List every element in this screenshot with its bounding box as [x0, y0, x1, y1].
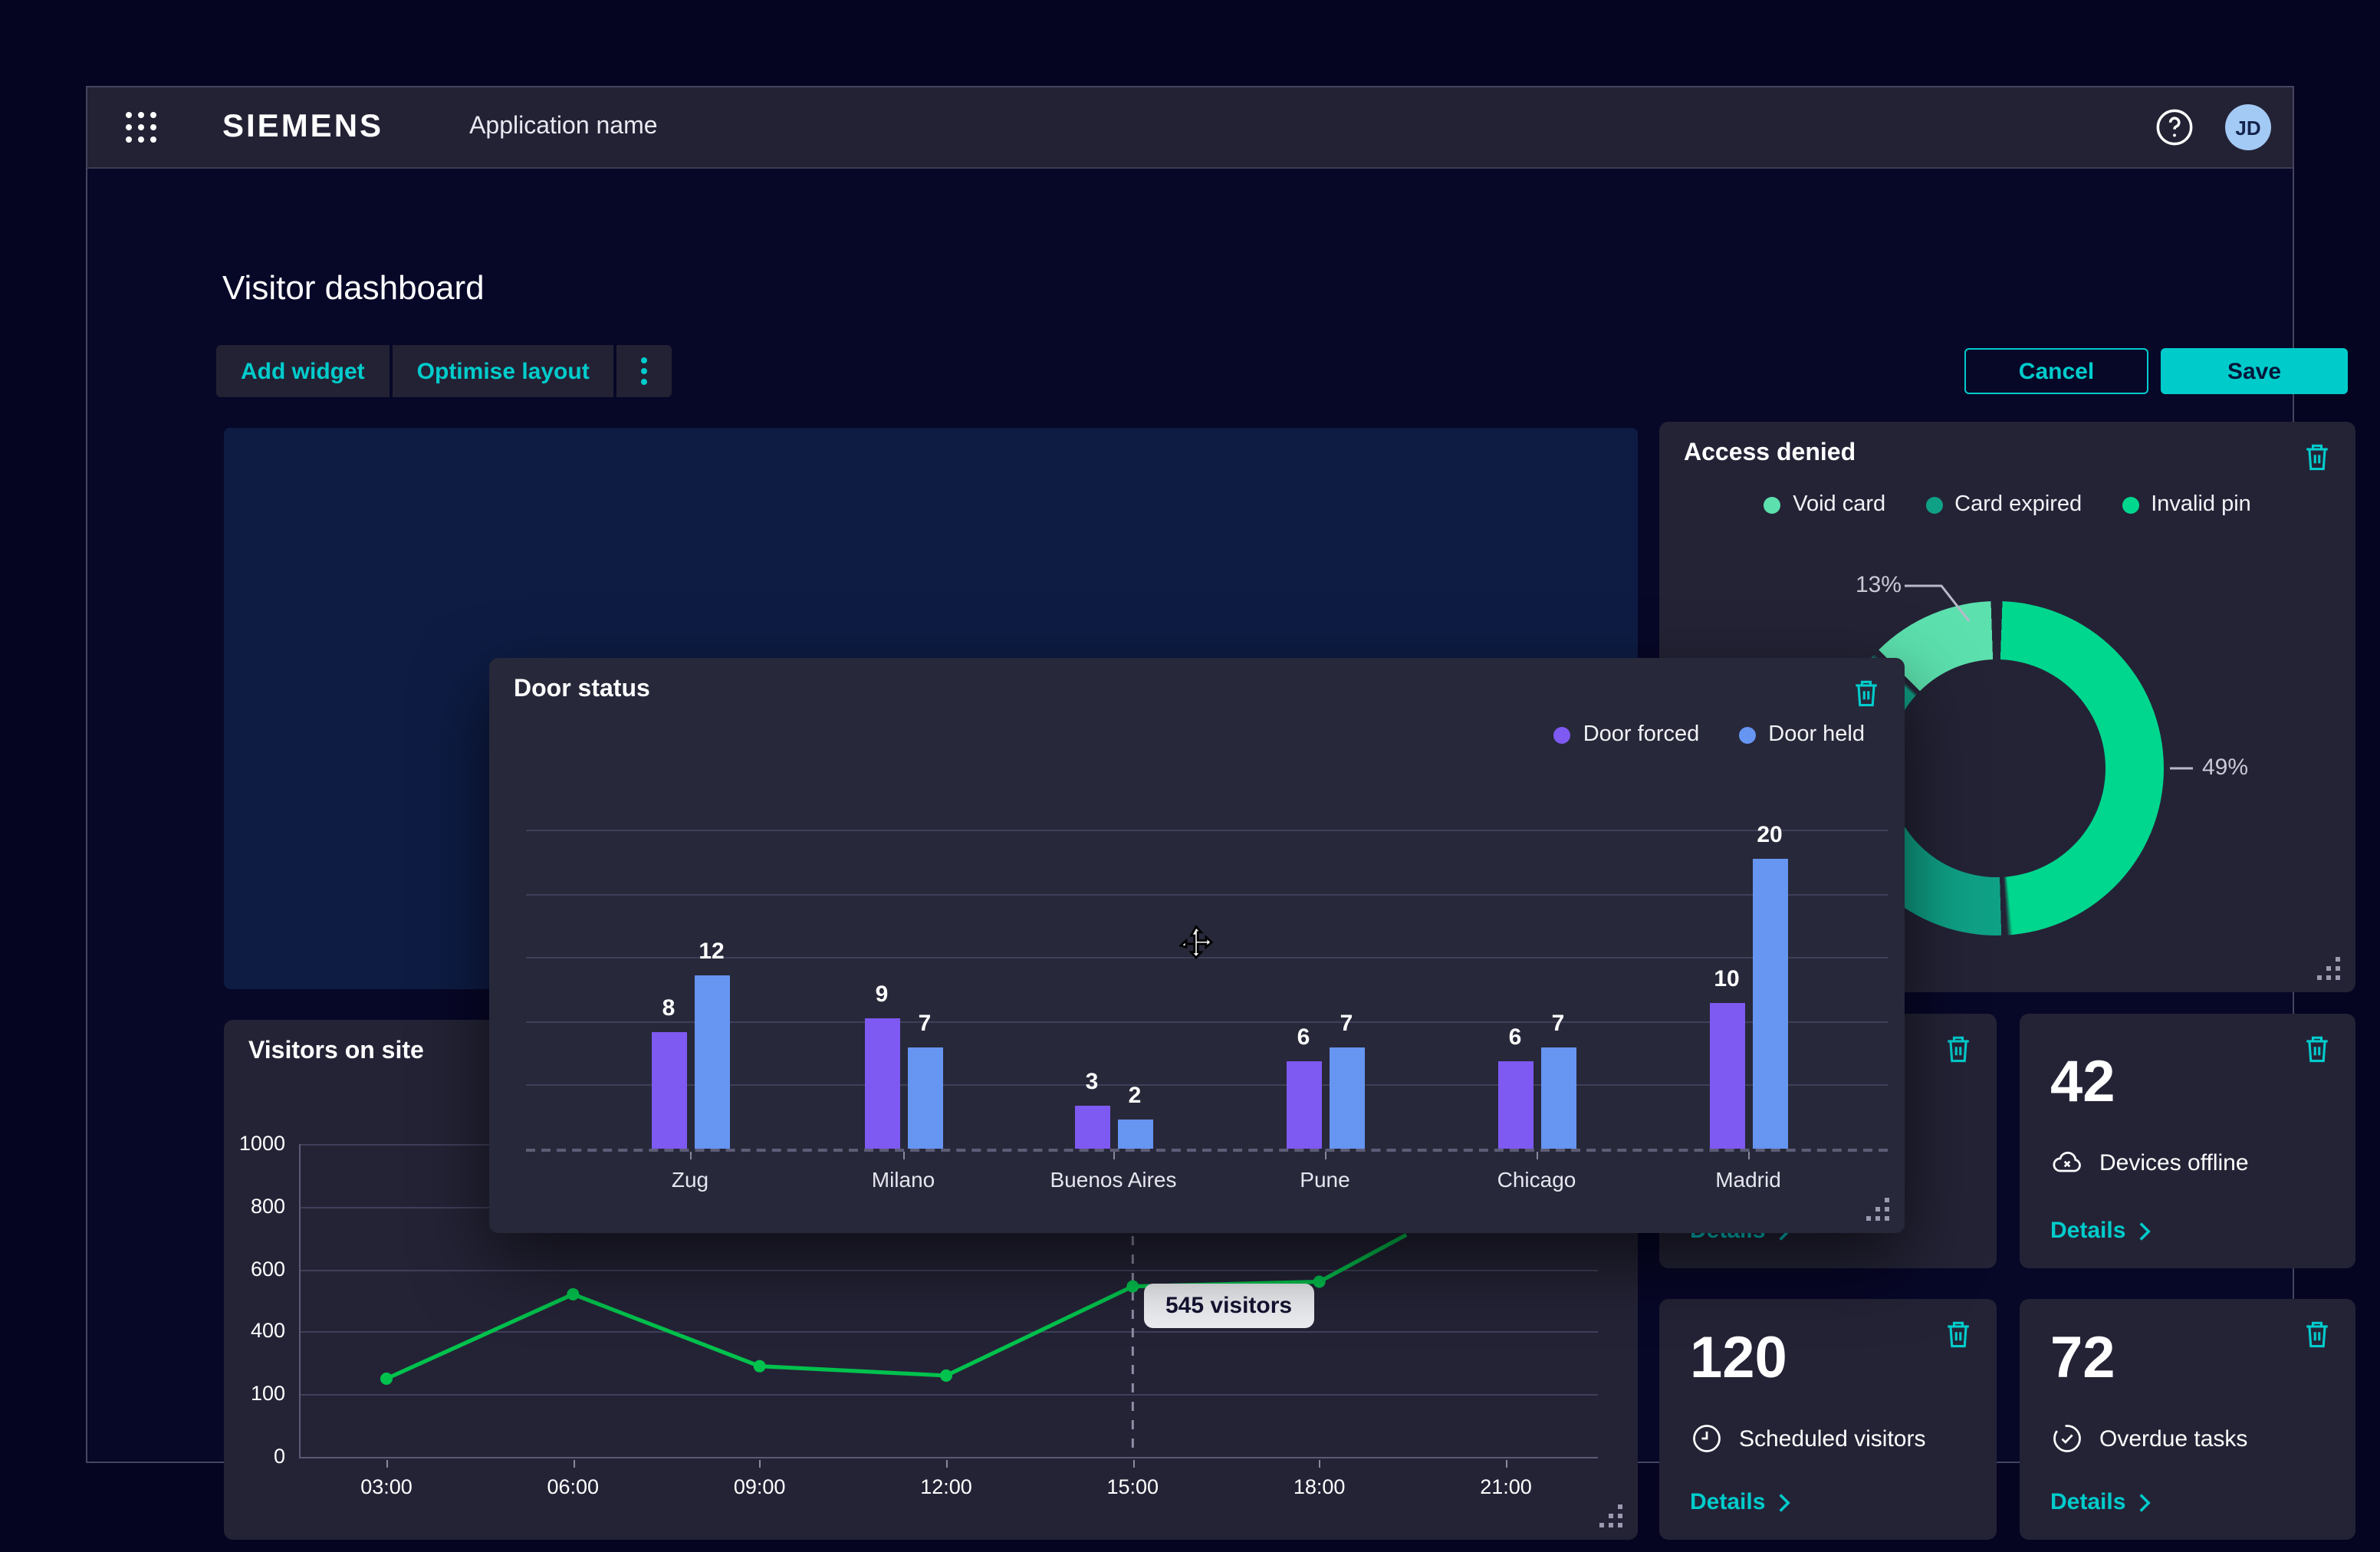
bar-category-label: Milano	[871, 1167, 935, 1192]
check-circle-icon	[2053, 1425, 2081, 1452]
bar	[1117, 1120, 1152, 1149]
legend-dot	[1764, 496, 1781, 513]
kpi-card-overdue-tasks[interactable]: 72 Overdue tasks Details	[2020, 1299, 2355, 1540]
kebab-menu-icon[interactable]	[617, 345, 672, 397]
bar	[694, 975, 729, 1149]
y-axis-label: 0	[273, 1445, 285, 1468]
resize-handle[interactable]	[1866, 1198, 1889, 1221]
donut-callout-invalid-pin: 49%	[2202, 755, 2249, 781]
clock-icon	[1693, 1425, 1721, 1452]
y-axis-label: 100	[250, 1382, 285, 1406]
y-axis-label: 800	[250, 1194, 285, 1218]
trash-icon[interactable]	[2300, 440, 2334, 474]
x-axis-label: 12:00	[920, 1475, 972, 1498]
resize-handle[interactable]	[2317, 957, 2340, 980]
siemens-logo: SIEMENS	[222, 109, 384, 144]
details-link[interactable]: Details	[2050, 1218, 2152, 1244]
chevron-right-icon	[2139, 1493, 2152, 1511]
y-axis-label: 600	[250, 1257, 285, 1281]
widget-title: Visitors on site	[248, 1038, 424, 1064]
app-window: SIEMENS Application name JD Visitor dash…	[86, 86, 2355, 1540]
bar-category-label: Madrid	[1715, 1167, 1781, 1192]
legend-item: Door held	[1739, 722, 1865, 747]
x-axis-label: 21:00	[1480, 1475, 1532, 1498]
bar	[907, 1047, 942, 1149]
legend-dot	[2122, 496, 2139, 513]
trash-icon[interactable]	[2300, 1317, 2334, 1351]
bar-category-label: Pune	[1300, 1167, 1350, 1192]
trash-icon[interactable]	[1941, 1317, 1975, 1351]
kpi-label: Devices offline	[2099, 1149, 2249, 1176]
bar	[1329, 1047, 1364, 1149]
trash-icon[interactable]	[1941, 1032, 1975, 1066]
app-launcher-icon[interactable]	[121, 107, 161, 147]
bar	[1074, 1105, 1109, 1149]
resize-handle[interactable]	[1599, 1504, 1622, 1527]
bar-category-label: Zug	[671, 1167, 709, 1192]
legend-dot	[1925, 496, 1943, 513]
details-link[interactable]: Details	[2050, 1489, 2152, 1515]
widget-title: Access denied	[1684, 440, 1856, 466]
legend-item: Card expired	[1925, 492, 2082, 517]
legend-item: Invalid pin	[2122, 492, 2251, 517]
kpi-value: 72	[2050, 1327, 2115, 1391]
page-title: Visitor dashboard	[222, 268, 485, 307]
kpi-label: Overdue tasks	[2099, 1425, 2248, 1452]
bar	[1752, 858, 1787, 1149]
y-axis-label: 1000	[238, 1132, 285, 1155]
door-status-widget[interactable]: Door status Door forced Door held 8 12 Zug 9…	[489, 658, 1905, 1233]
chart-tooltip: 545 visitors	[1144, 1284, 1314, 1328]
donut-legend: Void card Card expired Invalid pin	[1659, 492, 2355, 517]
optimise-layout-button[interactable]: Optimise layout	[393, 345, 617, 397]
add-widget-button[interactable]: Add widget	[216, 345, 393, 397]
application-name: Application name	[469, 113, 658, 140]
kpi-value: 120	[1690, 1327, 1787, 1391]
donut-callout-void-card: 13%	[1855, 572, 1902, 598]
cloud-offline-icon	[2053, 1151, 2081, 1172]
chevron-right-icon	[1779, 1493, 1791, 1511]
move-cursor-icon	[1176, 925, 1216, 965]
app-header: SIEMENS Application name JD	[87, 87, 2293, 169]
edit-toolbar: Add widget Optimise layout	[216, 345, 672, 397]
chevron-right-icon	[2139, 1222, 2152, 1240]
help-icon[interactable]	[2155, 107, 2194, 147]
avatar[interactable]: JD	[2225, 104, 2271, 150]
save-button[interactable]: Save	[2161, 348, 2348, 394]
bar-category-label: Buenos Aires	[1050, 1167, 1177, 1192]
x-axis-label: 18:00	[1293, 1475, 1346, 1498]
x-axis-label: 03:00	[360, 1475, 413, 1498]
legend-dot	[1739, 726, 1757, 743]
cancel-button[interactable]: Cancel	[1964, 348, 2148, 394]
door-status-bar-chart: 8 12 Zug 9 7 Milano 3 2 Buenos Aires 6 7 Pune 6 7 Chic…	[489, 658, 1905, 1233]
kpi-value: 42	[2050, 1051, 2115, 1115]
x-axis-label: 06:00	[547, 1475, 600, 1498]
details-link[interactable]: Details	[1690, 1489, 1791, 1515]
bar	[1497, 1061, 1533, 1149]
bar	[1540, 1047, 1576, 1149]
kpi-label: Scheduled visitors	[1739, 1425, 1926, 1452]
bar	[651, 1032, 686, 1149]
widget-title: Door status	[514, 676, 650, 702]
bar-legend: Door forced Door held	[1553, 722, 1865, 747]
kpi-card-devices-offline[interactable]: 42 Devices offline Details	[2020, 1014, 2355, 1268]
bar	[1709, 1003, 1744, 1149]
x-axis-label: 15:00	[1106, 1475, 1159, 1498]
y-axis-label: 400	[250, 1319, 285, 1343]
bar-category-label: Chicago	[1497, 1167, 1576, 1192]
trash-icon[interactable]	[2300, 1032, 2334, 1066]
bar	[864, 1018, 899, 1149]
legend-dot	[1553, 726, 1571, 743]
legend-item: Void card	[1764, 492, 1885, 517]
trash-icon[interactable]	[1849, 676, 1883, 710]
legend-item: Door forced	[1553, 722, 1699, 747]
kpi-card-scheduled-visitors[interactable]: 120 Scheduled visitors Details	[1659, 1299, 1997, 1540]
x-axis-label: 09:00	[733, 1475, 786, 1498]
bar	[1286, 1061, 1321, 1149]
